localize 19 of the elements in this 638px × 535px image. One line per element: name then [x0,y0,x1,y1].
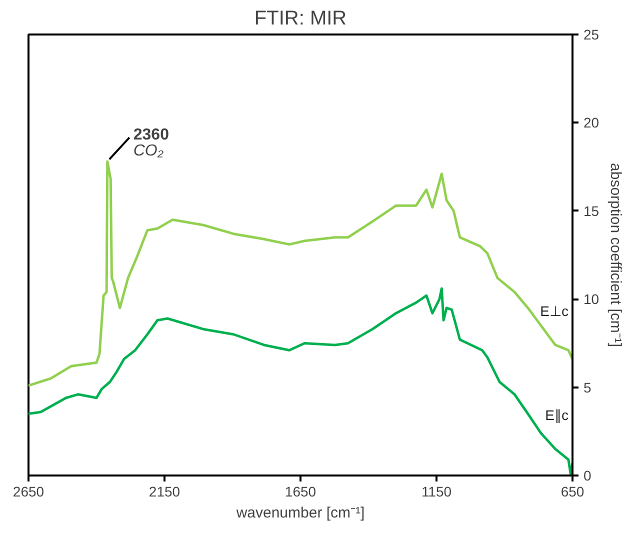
annotation: 2360 [133,126,170,144]
series-label: E⊥c [540,303,569,320]
series-label: E∥c [545,407,569,424]
y-tick-label: 5 [584,379,592,396]
y-tick-label: 15 [584,202,600,219]
chart-title: FTIR: MIR [254,8,347,30]
x-tick-label: 1150 [421,484,452,500]
y-axis-title: absorption coefficient [cm⁻¹] [607,163,624,347]
line-series [28,160,572,387]
x-tick-label: 2150 [148,484,180,500]
x-tick-label: 2650 [12,484,44,500]
y-tick-label: 20 [584,114,600,131]
y-tick-label: 10 [584,291,600,308]
x-tick-label: 650 [560,484,584,500]
annotation: CO₂ [133,142,164,160]
x-tick-label: 1650 [284,484,316,500]
x-axis-title: wavenumber [cm⁻¹] [235,504,365,522]
y-tick-label: 25 [584,26,600,42]
y-tick-label: 0 [584,468,592,484]
